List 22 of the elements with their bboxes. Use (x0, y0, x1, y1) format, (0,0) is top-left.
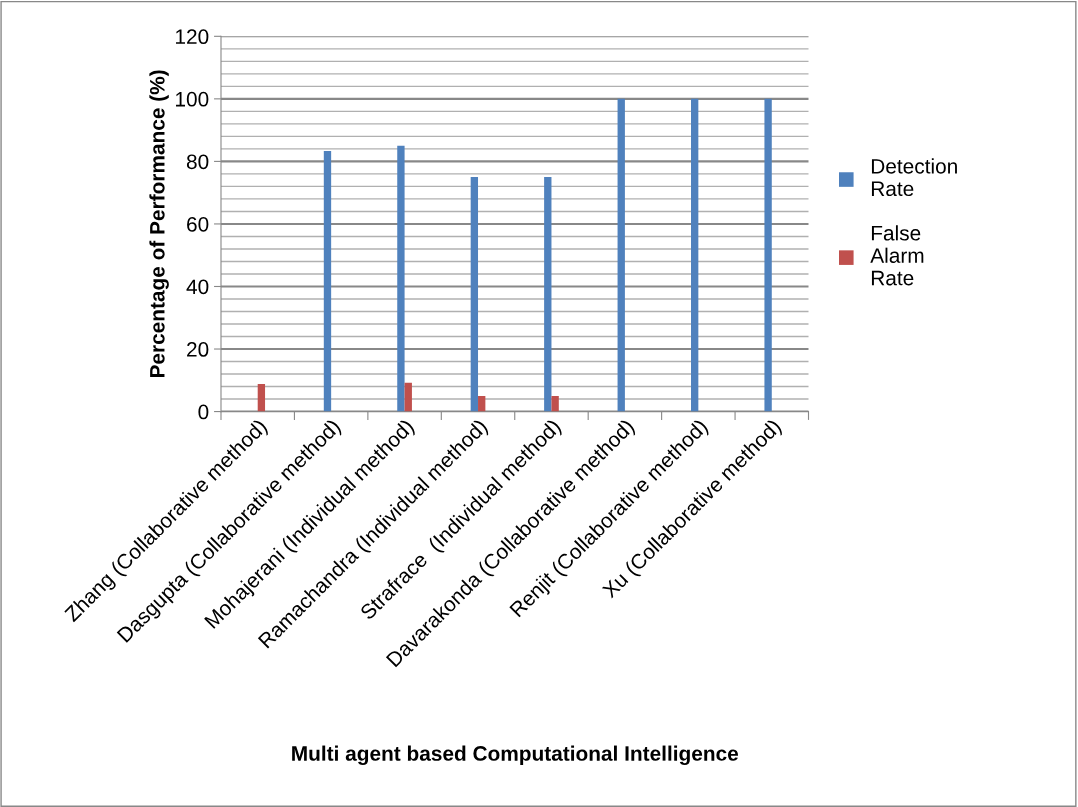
y-tick-label: 60 (187, 216, 209, 232)
bar (397, 145, 405, 412)
bar (470, 177, 479, 412)
bar (764, 98, 772, 412)
bar (257, 384, 266, 412)
y-tick-label: 40 (186, 279, 209, 295)
bar (323, 151, 332, 412)
y-tick-label: 0 (198, 404, 209, 420)
x-axis-title: Multi agent based Computational Intelligence (292, 745, 739, 766)
bar (544, 177, 552, 412)
bar (404, 382, 412, 412)
bar (478, 395, 486, 412)
y-tick-label: 120 (176, 29, 209, 45)
legend-label: Detection Rate (871, 158, 957, 197)
y-tick-label: 100 (176, 91, 209, 107)
bar (691, 98, 699, 412)
y-axis-title: Percentage of Performance (%) (149, 70, 169, 378)
y-tick-label: 80 (186, 154, 209, 170)
legend-label: False Alarm Rate (870, 225, 924, 286)
bar (551, 395, 559, 412)
y-tick-label: 20 (187, 342, 209, 357)
bar (617, 98, 625, 412)
